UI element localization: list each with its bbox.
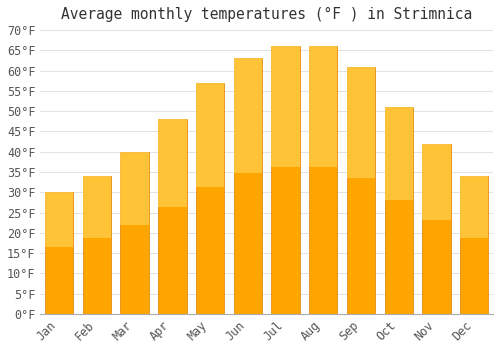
Bar xyxy=(309,46,338,314)
Bar xyxy=(384,107,413,200)
Bar xyxy=(272,46,299,314)
Bar xyxy=(234,58,262,314)
Bar xyxy=(158,119,186,207)
Bar xyxy=(272,46,299,167)
Bar xyxy=(196,83,224,187)
Bar xyxy=(460,176,488,238)
Bar xyxy=(120,152,149,225)
Bar xyxy=(83,176,111,238)
Bar xyxy=(83,176,111,314)
Bar xyxy=(45,192,74,247)
Bar xyxy=(422,144,450,220)
Bar xyxy=(45,192,74,314)
Bar xyxy=(196,83,224,314)
Bar xyxy=(347,66,375,314)
Bar xyxy=(234,58,262,173)
Bar xyxy=(120,152,149,314)
Bar xyxy=(309,46,338,167)
Title: Average monthly temperatures (°F ) in Strimnica: Average monthly temperatures (°F ) in St… xyxy=(61,7,472,22)
Bar xyxy=(158,119,186,314)
Bar xyxy=(422,144,450,314)
Bar xyxy=(384,107,413,314)
Bar xyxy=(460,176,488,314)
Bar xyxy=(347,66,375,178)
